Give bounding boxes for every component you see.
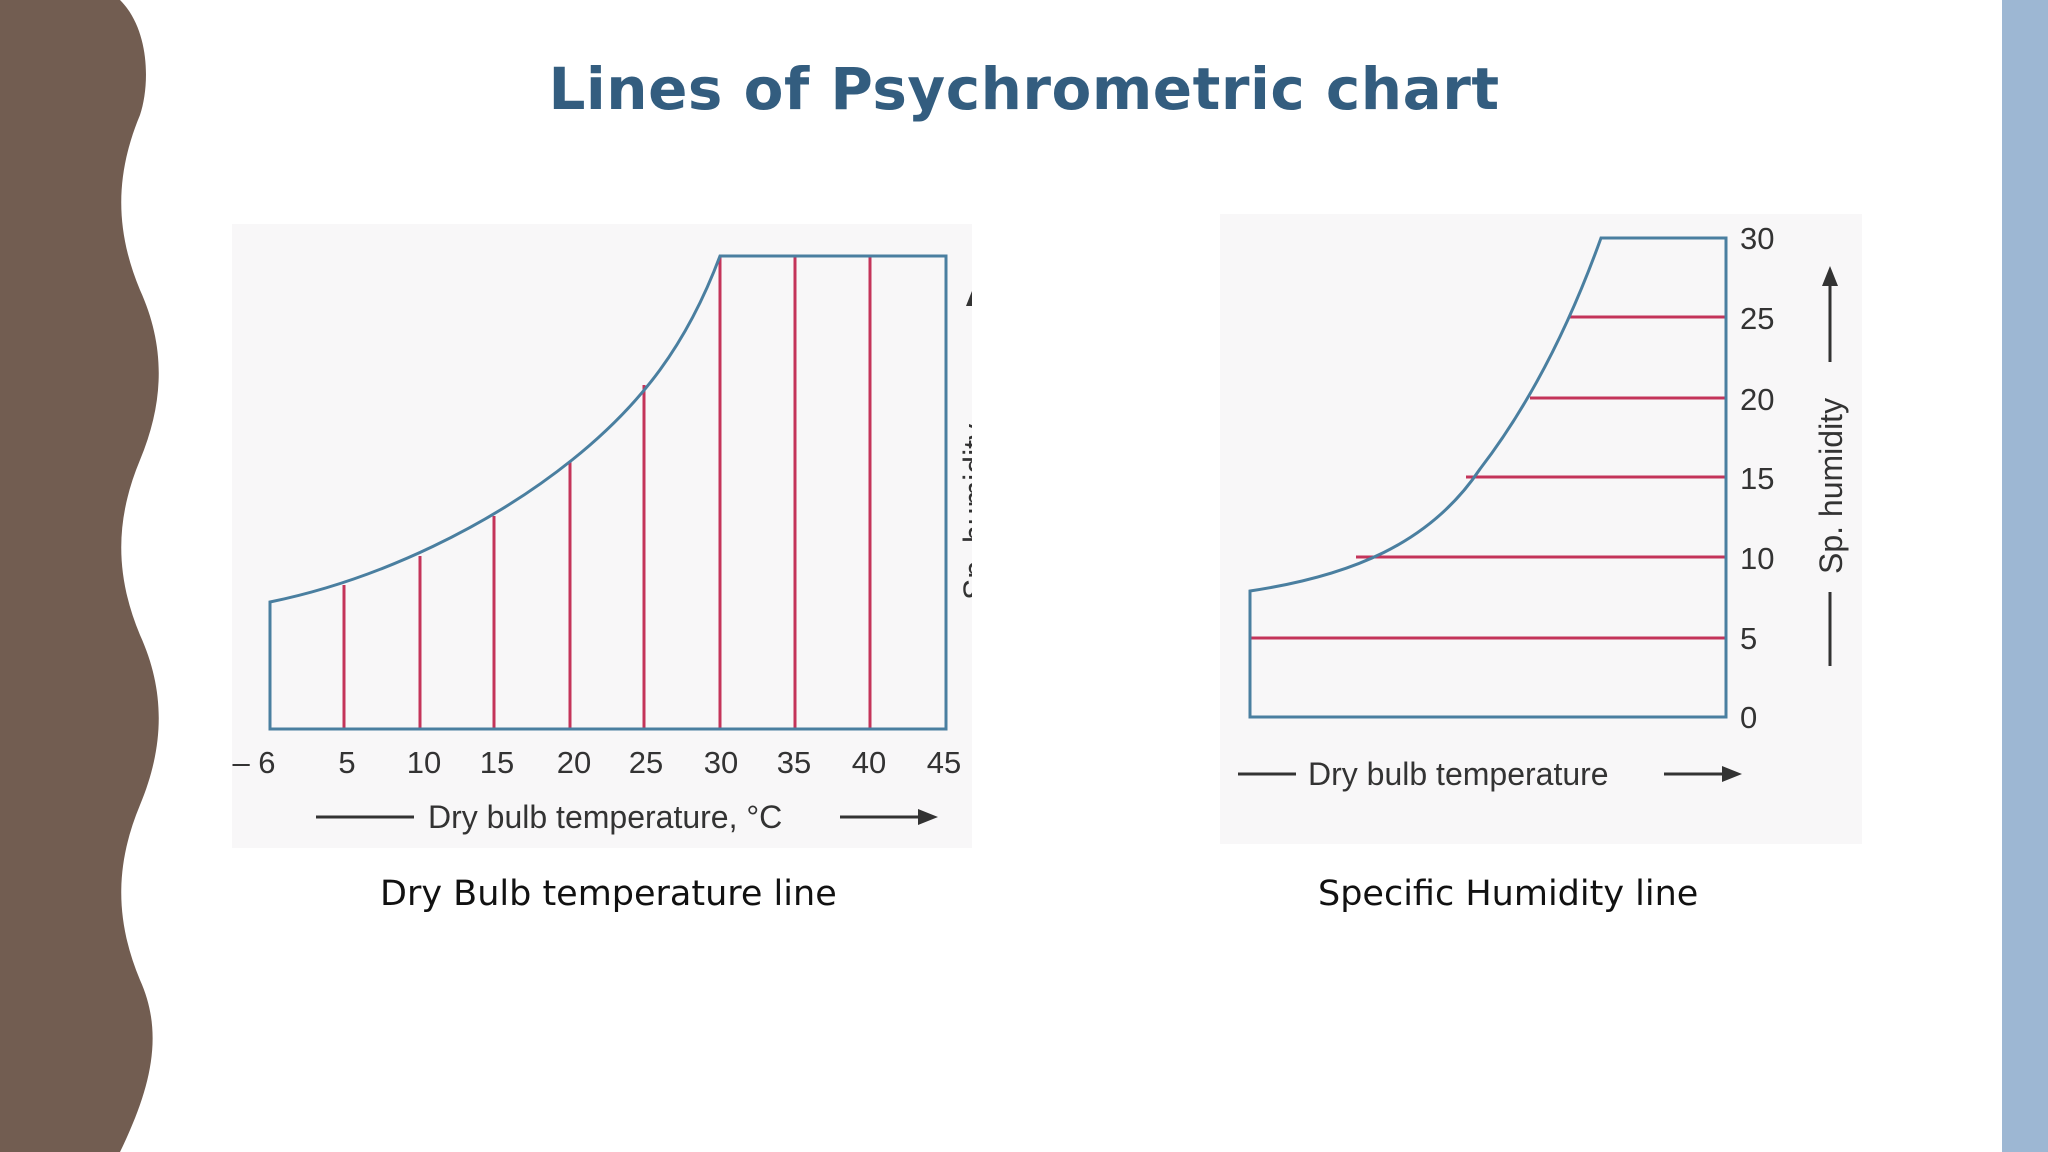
x-axis-label: Dry bulb temperature xyxy=(1308,756,1609,792)
y-axis-label: Sp. humidity xyxy=(1813,398,1849,574)
x-axis-arrowhead xyxy=(918,809,938,825)
x-tick-label: 10 xyxy=(407,745,441,780)
x-tick-label: 25 xyxy=(629,745,663,780)
x-tick-label: 15 xyxy=(480,745,514,780)
y-axis-arrowhead xyxy=(1822,266,1838,286)
y-tick-label: 10 xyxy=(1740,541,1774,576)
x-tick-label: 5 xyxy=(338,745,355,780)
y-axis-arrowhead xyxy=(966,291,972,306)
x-tick-label: 30 xyxy=(704,745,738,780)
left-decorative-band xyxy=(0,0,159,1152)
specific-humidity-diagram: 0 5 10 15 20 25 30 Dry bulb temperature … xyxy=(1220,214,1862,844)
specific-humidity-diagram-svg: 0 5 10 15 20 25 30 Dry bulb temperature … xyxy=(1238,221,1849,792)
x-tick-label: 40 xyxy=(852,745,886,780)
saturation-curve-outline xyxy=(268,254,948,731)
x-axis-arrowhead xyxy=(1722,766,1742,782)
y-tick-label: 0 xyxy=(1740,700,1757,735)
dry-bulb-caption: Dry Bulb temperature line xyxy=(380,874,837,914)
saturation-curve-outline xyxy=(1248,236,1728,719)
y-tick-label: 25 xyxy=(1740,301,1774,336)
y-tick-label: 30 xyxy=(1740,221,1774,256)
x-axis-label: Dry bulb temperature, °C xyxy=(428,799,782,835)
x-tick-label: 45 xyxy=(927,745,961,780)
y-tick-label: 15 xyxy=(1740,461,1774,496)
specific-humidity-caption: Specific Humidity line xyxy=(1318,874,1699,914)
y-tick-label: 20 xyxy=(1740,382,1774,417)
x-tick-label: 20 xyxy=(557,745,591,780)
y-tick-label: 5 xyxy=(1740,621,1757,656)
x-tick-label: 35 xyxy=(777,745,811,780)
y-axis-label: Sp. humidity xyxy=(957,424,972,600)
x-tick-label: – 6 xyxy=(232,745,275,780)
dry-bulb-diagram: – 6 5 10 15 20 25 30 35 40 45 Dry bulb t… xyxy=(232,224,972,848)
dry-bulb-diagram-svg: – 6 5 10 15 20 25 30 35 40 45 Dry bulb t… xyxy=(232,254,972,835)
slide-title: Lines of Psychrometric chart xyxy=(548,55,1500,123)
right-decorative-bar xyxy=(2002,0,2048,1152)
